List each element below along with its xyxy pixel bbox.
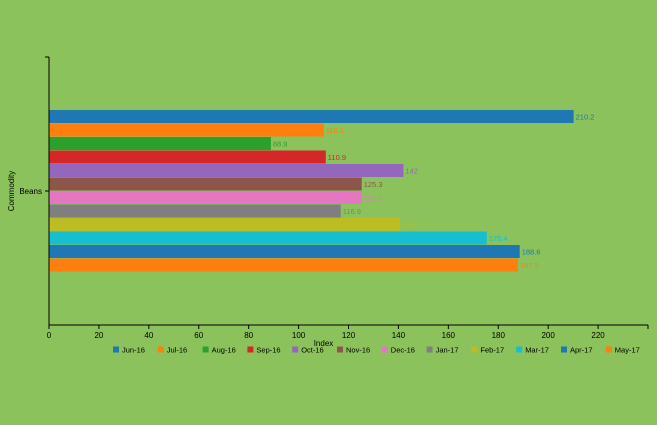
x-tick-label: 20 [94,331,103,340]
legend-label: Sep-16 [256,346,280,355]
bar-dec-16 [49,191,362,204]
data-label-jul-16: 110.1 [326,126,344,135]
data-label-feb-17: 140.7 [402,220,421,229]
legend-item-jul-16: Jul-16 [157,346,187,355]
data-label-oct-16: 142 [405,166,418,175]
bar-sep-16 [49,150,326,164]
legend-item-nov-16: Nov-16 [337,346,370,355]
x-tick-label: 140 [392,331,406,340]
data-label-mar-17: 175.4 [489,234,508,243]
data-label-jun-16: 210.2 [576,112,595,121]
legend-swatch [561,346,567,353]
category-label: Beans [19,187,42,196]
x-tick-label: 120 [342,331,356,340]
legend-label: Oct-16 [301,346,324,355]
y-axis-title: Commodity [7,171,16,211]
legend-swatch [292,346,299,353]
x-tick-label: 60 [194,331,203,340]
bars-group: 210.2110.188.9110.9142125.3125.3116.9140… [49,110,594,272]
bar-feb-17 [49,218,401,231]
legend-item-jun-16: Jun-16 [113,346,145,355]
legend-label: Apr-17 [570,346,593,355]
legend-label: Feb-17 [480,346,504,355]
legend-label: Mar-17 [525,346,549,355]
data-label-apr-17: 188.6 [522,247,541,256]
x-tick-label: 200 [541,331,555,340]
legend-item-sep-16: Sep-16 [247,346,281,355]
legend-label: Jan-17 [436,346,459,355]
legend-swatch [471,346,478,353]
data-label-sep-16: 110.9 [328,153,346,162]
x-ticks-group: 0 20 40 60 80 100 120 140 160 180 200 220 [47,325,649,340]
x-tick-label: 80 [244,331,253,340]
legend-label: Jun-16 [122,346,145,355]
legend-item-oct-16: Oct-16 [292,346,324,355]
legend-swatch [113,346,119,353]
legend-label: Aug-16 [212,346,236,355]
legend-item-mar-17: Mar-17 [516,346,549,355]
legend-label: Dec-16 [391,346,415,355]
legend-swatch [381,346,388,353]
data-label-jan-17: 116.9 [343,207,361,216]
bar-oct-16 [49,164,404,177]
legend-label: Jul-16 [167,346,187,355]
data-label-may-17: 187.9 [520,261,539,270]
legend-label: May-17 [615,346,640,355]
x-axis-title: Index [314,339,334,348]
legend-item-feb-17: Feb-17 [471,346,504,355]
bar-aug-16 [49,137,271,150]
x-tick-label: 0 [47,331,52,340]
x-tick-label: 220 [591,331,605,340]
legend: Jun-16 Jul-16 Aug-16 Sep-16 Oct-16 Nov-16 Dec-… [113,346,640,355]
legend-swatch [337,346,343,353]
bar-jul-16 [49,123,324,137]
legend-swatch [247,346,254,353]
legend-item-jan-17: Jan-17 [426,346,459,355]
bar-apr-17 [49,245,520,258]
x-tick-label: 40 [144,331,153,340]
data-label-aug-16: 88.9 [273,139,288,148]
legend-label: Nov-16 [346,346,370,355]
legend-swatch [605,346,612,353]
data-label-dec-16: 125.3 [364,193,383,202]
x-tick-label: 180 [492,331,506,340]
legend-swatch [426,346,433,353]
legend-swatch [516,346,523,353]
legend-item-aug-16: Aug-16 [202,346,236,355]
legend-item-apr-17: Apr-17 [561,346,593,355]
x-tick-label: 100 [292,331,306,340]
bar-jan-17 [49,204,341,218]
x-tick-label: 160 [442,331,456,340]
legend-swatch [202,346,209,353]
bar-mar-17 [49,231,487,245]
legend-item-may-17: May-17 [605,346,640,355]
legend-item-dec-16: Dec-16 [381,346,415,355]
bar-may-17 [49,258,518,272]
legend-swatch [157,346,164,353]
category-labels-group: Beans [19,187,49,196]
data-label-nov-16: 125.3 [364,180,383,189]
bar-nov-16 [49,177,362,191]
bar-jun-16 [49,110,574,123]
